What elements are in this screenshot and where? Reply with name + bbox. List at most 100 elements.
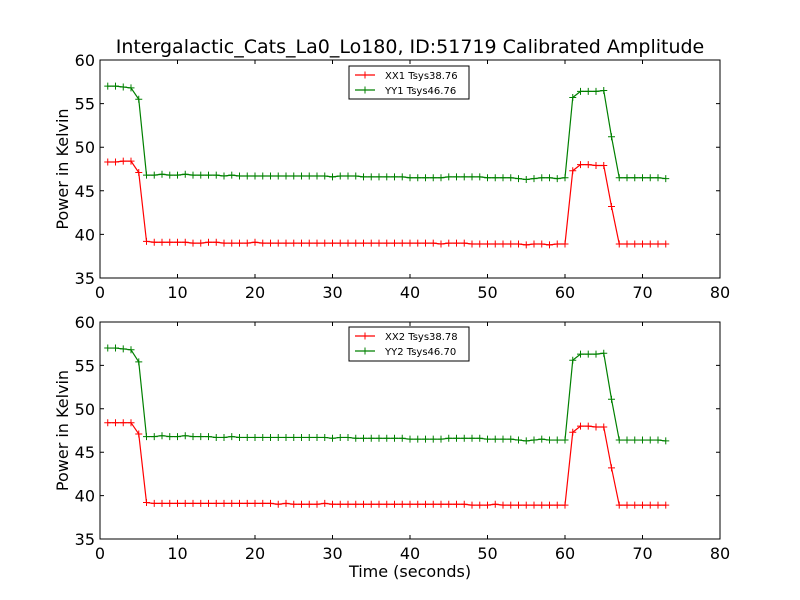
data-point [383,500,391,508]
data-point [608,202,615,210]
data-point [112,344,119,352]
data-point [546,436,553,444]
data-point [515,175,522,183]
data-point [360,173,367,181]
data-point [119,157,127,165]
data-point [414,239,422,247]
x-tick-label: 20 [245,283,265,302]
data-point [383,434,391,442]
y-tick-label: 60 [75,313,95,332]
data-point [499,435,507,443]
data-point [476,434,484,442]
data-point [608,464,615,472]
data-point [584,161,592,169]
data-point [608,395,615,403]
data-point [592,350,600,358]
data-point [174,433,181,441]
data-point [437,500,445,508]
data-point [313,239,321,247]
x-tick-label: 10 [167,283,187,302]
data-point [298,172,305,180]
y-tick-label: 45 [75,443,95,462]
data-point [212,499,220,507]
x-tick-label: 50 [477,283,497,302]
data-point [174,171,181,179]
data-point [135,168,143,176]
data-point [321,172,329,180]
data-point [181,432,189,440]
data-point [298,239,305,247]
data-point [375,173,383,181]
data-point [437,240,445,248]
data-point [445,500,453,508]
data-point [639,174,646,182]
data-point [305,239,313,247]
data-point [282,499,290,507]
data-point [608,133,615,141]
data-point [445,434,453,442]
data-point [143,499,150,507]
data-point [584,350,592,358]
legend-label: XX2 Tsys38.78 [385,332,458,343]
data-point [127,419,135,427]
data-point [561,501,569,509]
y-tick-label: 50 [75,138,95,157]
y-tick-label: 35 [75,530,95,549]
data-point [476,173,484,181]
data-point [453,500,460,508]
data-point [453,434,460,442]
data-point [507,174,515,182]
data-point [406,500,414,508]
data-point [259,499,267,507]
data-point [569,356,577,364]
data-point [476,501,484,509]
data-point [360,500,367,508]
data-point [460,434,468,442]
data-point [158,170,166,178]
data-point [546,501,553,509]
data-point [282,239,290,247]
data-point [646,174,654,182]
data-point [274,500,282,508]
data-point [352,500,360,508]
data-point [391,173,398,181]
data-point [158,238,166,246]
data-point [530,175,538,183]
chart-title: Intergalactic_Cats_La0_Lo180, ID:51719 C… [116,36,705,58]
data-point [631,174,639,182]
data-point [313,433,321,441]
data-point [143,171,150,179]
data-point [259,433,267,441]
data-point [205,238,212,246]
data-point [654,501,662,509]
data-point [468,501,476,509]
data-point [460,239,468,247]
data-point [646,501,654,509]
data-point [344,500,352,508]
data-point [344,433,352,441]
legend-marker [361,86,369,94]
x-tick-label: 70 [632,283,652,302]
x-tick-label: 0 [95,283,105,302]
data-point [119,419,127,427]
data-point [569,167,577,175]
data-point [468,173,476,181]
data-point [290,500,298,508]
data-point [515,501,522,509]
legend-marker [361,71,369,79]
data-point [515,240,522,248]
data-point [197,171,205,179]
data-point [639,436,646,444]
data-point [150,238,158,246]
data-point [553,175,561,183]
data-point [561,240,569,248]
data-point [654,174,662,182]
data-point [127,157,135,165]
data-point [662,437,670,445]
data-point [251,433,259,441]
x-tick-label: 0 [95,544,105,563]
data-point [112,158,119,166]
data-point [476,240,484,248]
data-point [429,500,437,508]
data-point [290,239,298,247]
